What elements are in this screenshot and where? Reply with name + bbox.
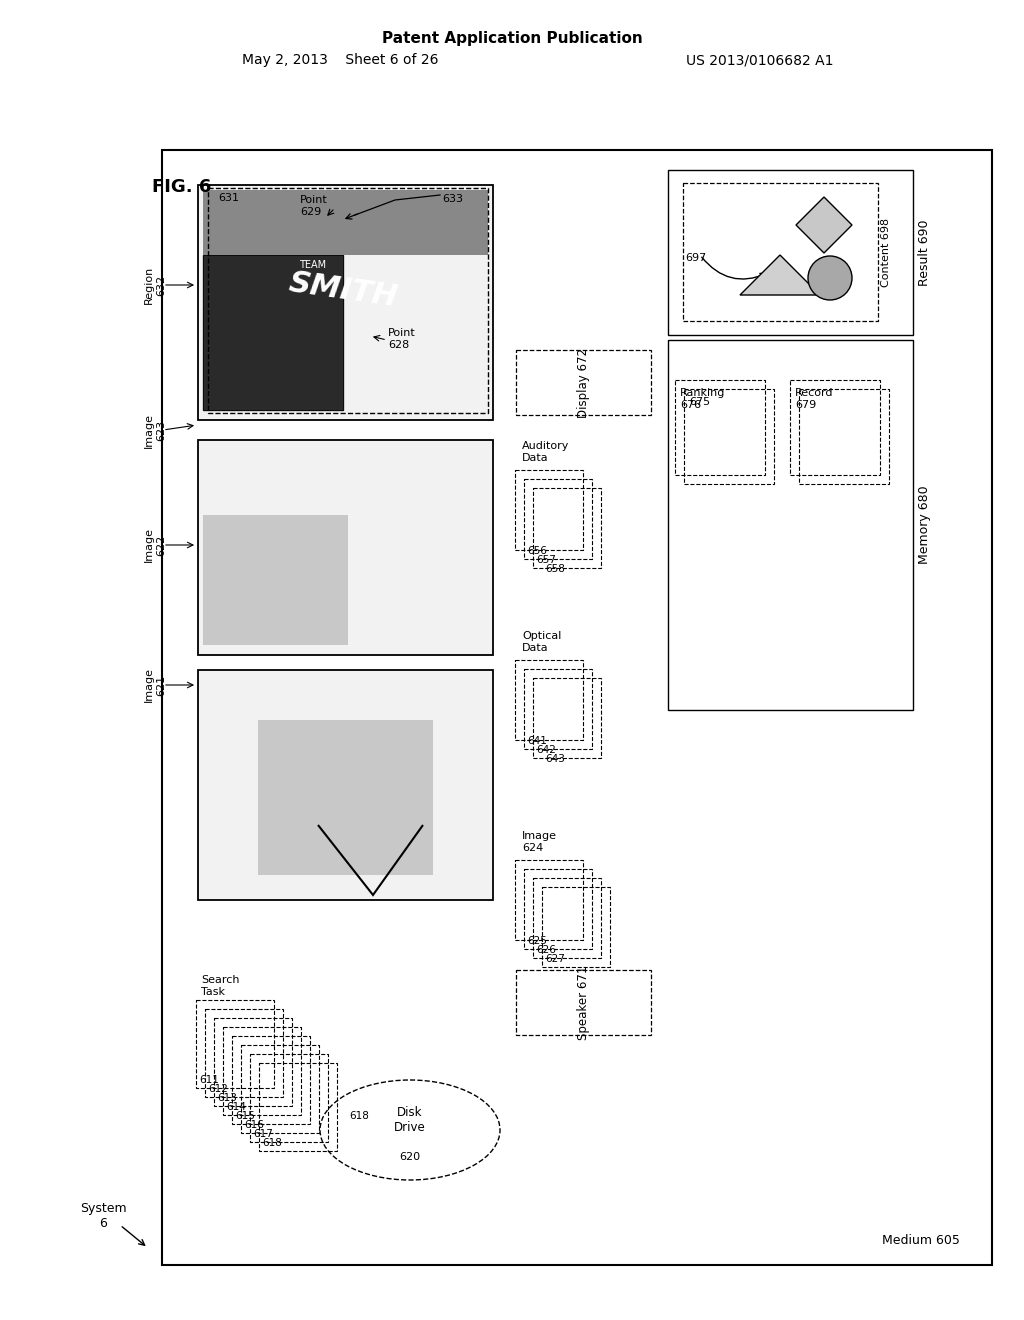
- Bar: [799, 389, 889, 484]
- Text: 675: 675: [689, 397, 710, 407]
- Text: Search
Task: Search Task: [201, 975, 240, 997]
- Text: FIG. 6: FIG. 6: [152, 178, 211, 195]
- Text: 656: 656: [527, 546, 547, 556]
- Text: Ranking
676: Ranking 676: [680, 388, 725, 409]
- Polygon shape: [740, 255, 820, 294]
- Text: 625: 625: [527, 936, 547, 946]
- Bar: [534, 878, 601, 958]
- Text: Memory 680: Memory 680: [918, 486, 931, 565]
- Text: 633: 633: [442, 194, 463, 205]
- Bar: [162, 150, 992, 1265]
- Bar: [241, 1045, 319, 1133]
- Text: Image
621: Image 621: [144, 668, 166, 702]
- Bar: [524, 669, 592, 748]
- Text: TEAM: TEAM: [299, 260, 327, 271]
- Text: 658: 658: [545, 564, 565, 574]
- Text: 631: 631: [218, 193, 239, 203]
- Text: 611: 611: [199, 1074, 219, 1085]
- Bar: [196, 1001, 274, 1088]
- Text: Disk
Drive: Disk Drive: [394, 1106, 426, 1134]
- Text: May 2, 2013    Sheet 6 of 26: May 2, 2013 Sheet 6 of 26: [242, 53, 438, 67]
- Text: Image
622: Image 622: [144, 528, 166, 562]
- Text: Record
679: Record 679: [795, 388, 834, 409]
- Text: System: System: [80, 1203, 126, 1214]
- Text: 617: 617: [253, 1129, 272, 1139]
- Text: Content 698: Content 698: [881, 218, 891, 286]
- Bar: [232, 1036, 310, 1125]
- Text: 614: 614: [226, 1102, 246, 1111]
- Text: 697: 697: [685, 253, 707, 263]
- Bar: [534, 678, 601, 758]
- Circle shape: [808, 256, 852, 300]
- Text: Display 672: Display 672: [577, 347, 590, 417]
- Text: Optical
Data: Optical Data: [522, 631, 561, 653]
- Text: Image
623: Image 623: [144, 412, 166, 447]
- Bar: [203, 515, 348, 645]
- Text: Auditory
Data: Auditory Data: [522, 441, 569, 463]
- Bar: [250, 1053, 328, 1142]
- Bar: [534, 488, 601, 568]
- Bar: [516, 350, 651, 414]
- Text: 6: 6: [99, 1217, 106, 1230]
- Text: SMITH: SMITH: [287, 268, 399, 312]
- Text: 657: 657: [536, 554, 556, 565]
- Text: 613: 613: [217, 1093, 237, 1104]
- Bar: [203, 255, 343, 411]
- Bar: [515, 861, 583, 940]
- Bar: [675, 380, 765, 475]
- Text: 618: 618: [262, 1138, 282, 1148]
- Text: 612: 612: [208, 1084, 228, 1094]
- Bar: [208, 187, 488, 413]
- Text: Medium 605: Medium 605: [882, 1233, 961, 1246]
- Text: 615: 615: [234, 1111, 255, 1121]
- Bar: [258, 719, 433, 875]
- Bar: [223, 1027, 301, 1115]
- Text: Region
632: Region 632: [144, 265, 166, 304]
- Bar: [515, 660, 583, 741]
- Bar: [684, 389, 774, 484]
- Bar: [259, 1063, 337, 1151]
- Bar: [203, 190, 488, 255]
- Bar: [205, 1008, 283, 1097]
- Bar: [668, 341, 913, 710]
- Text: 627: 627: [545, 954, 565, 964]
- Bar: [683, 183, 878, 321]
- Bar: [516, 970, 651, 1035]
- Text: 626: 626: [536, 945, 556, 954]
- Text: 620: 620: [399, 1152, 421, 1162]
- Text: 618: 618: [349, 1111, 369, 1121]
- Bar: [203, 515, 348, 645]
- Text: Image
624: Image 624: [522, 832, 557, 853]
- Bar: [524, 479, 592, 558]
- Text: Point
628: Point 628: [388, 327, 416, 350]
- Bar: [198, 671, 493, 900]
- Bar: [542, 887, 610, 968]
- Bar: [524, 869, 592, 949]
- Bar: [198, 440, 493, 655]
- Text: 641: 641: [527, 737, 547, 746]
- Bar: [668, 170, 913, 335]
- Bar: [790, 380, 880, 475]
- Bar: [515, 470, 583, 550]
- Text: 642: 642: [536, 744, 556, 755]
- Bar: [198, 185, 493, 420]
- Polygon shape: [796, 197, 852, 253]
- Bar: [203, 255, 343, 411]
- Text: 643: 643: [545, 754, 565, 764]
- Text: Patent Application Publication: Patent Application Publication: [382, 30, 642, 45]
- Text: 616: 616: [244, 1119, 264, 1130]
- Text: US 2013/0106682 A1: US 2013/0106682 A1: [686, 53, 834, 67]
- Text: Point
629: Point 629: [300, 195, 328, 216]
- Text: Result 690: Result 690: [918, 219, 931, 285]
- Bar: [214, 1018, 292, 1106]
- Text: Speaker 671: Speaker 671: [577, 965, 590, 1040]
